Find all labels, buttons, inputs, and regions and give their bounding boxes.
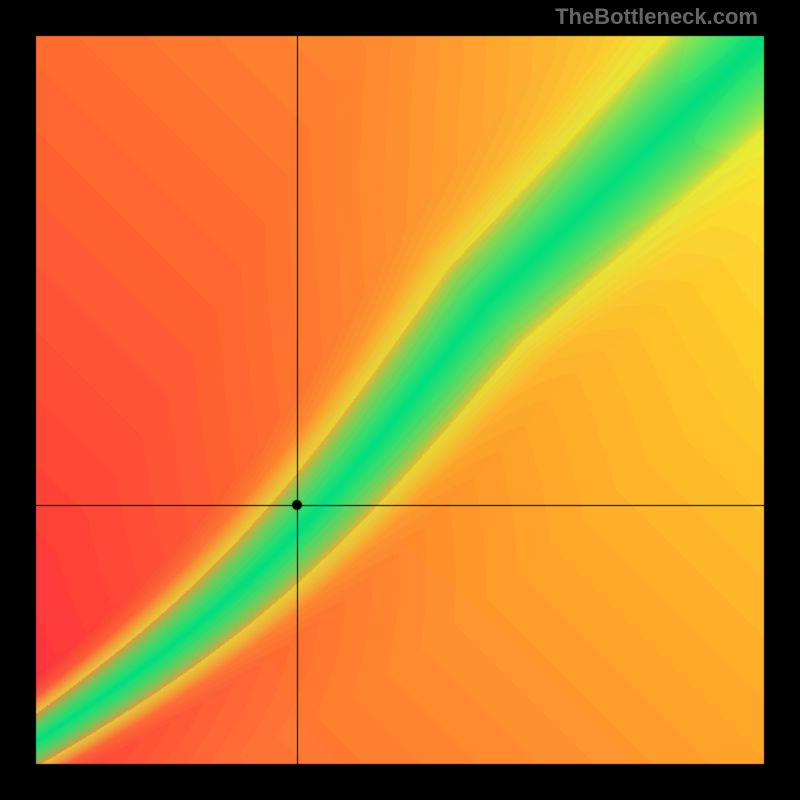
bottleneck-heatmap [0, 0, 800, 800]
watermark-text: TheBottleneck.com [555, 4, 758, 30]
chart-container: TheBottleneck.com [0, 0, 800, 800]
